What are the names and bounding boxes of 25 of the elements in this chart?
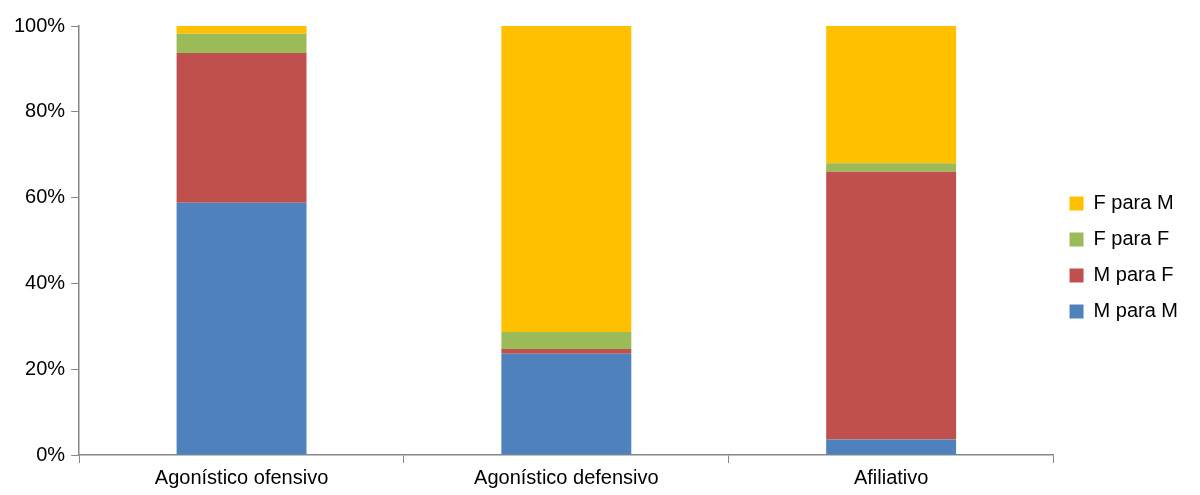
- y-tick-label: 0%: [36, 442, 66, 465]
- x-tick-label: Afiliativo: [853, 465, 929, 488]
- bar: [501, 331, 632, 350]
- bar: [176, 26, 307, 34]
- legend-label: F para F: [1093, 227, 1170, 250]
- legend-label: M para M: [1093, 299, 1179, 322]
- y-tick-label: 60%: [25, 185, 66, 208]
- x-tick-label: Agonístico ofensivo: [154, 465, 329, 488]
- y-tick-label: 100%: [14, 13, 66, 36]
- bar: [501, 349, 632, 354]
- y-tick-label: 40%: [25, 270, 66, 293]
- bar: [501, 26, 632, 332]
- bar: [501, 353, 632, 455]
- x-tick-label: Agonístico defensivo: [474, 465, 659, 488]
- legend-label: M para F: [1093, 263, 1174, 286]
- bar: [826, 171, 957, 440]
- bar: [826, 163, 957, 172]
- legend-label: F para M: [1093, 191, 1174, 214]
- y-tick-label: 80%: [25, 99, 66, 122]
- bar: [176, 202, 307, 455]
- bar: [176, 53, 307, 203]
- bar: [826, 26, 957, 164]
- bar: [826, 439, 957, 455]
- y-tick-label: 20%: [25, 356, 66, 379]
- bar: [176, 33, 307, 54]
